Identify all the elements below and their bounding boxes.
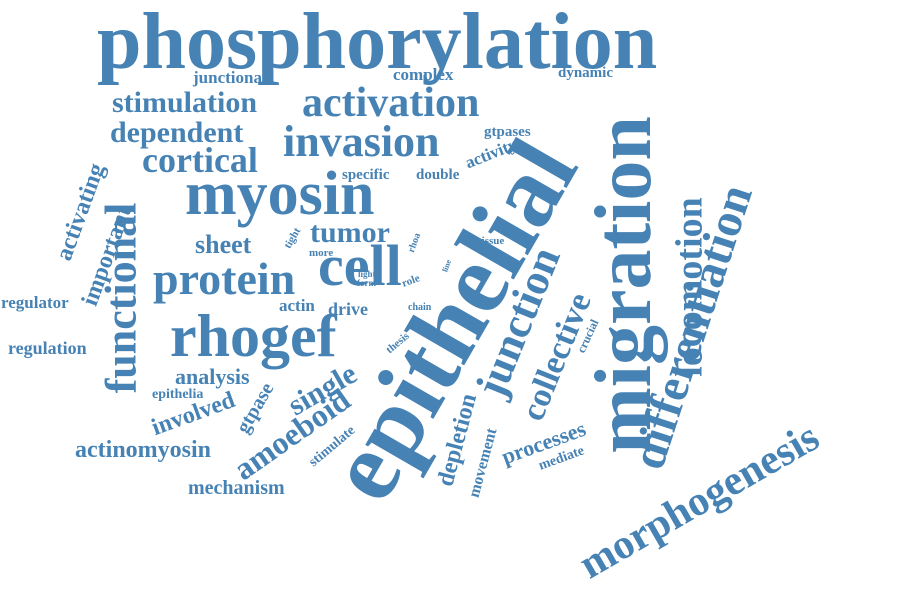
- word-gtpases: gtpases: [484, 124, 531, 140]
- word-cell: cell: [318, 233, 402, 298]
- word-tight: tight: [281, 225, 304, 251]
- word-junctional: junctional: [193, 68, 267, 87]
- word-chain: chain: [408, 302, 432, 313]
- word-locomotion: locomotion: [668, 197, 711, 377]
- word-analysis: analysis: [175, 364, 250, 389]
- word-regulation: regulation: [8, 338, 87, 358]
- word-rhogef: rhogef: [170, 303, 337, 369]
- word-actinomyosin: actinomyosin: [75, 437, 212, 463]
- word-complex: complex: [393, 65, 454, 84]
- word-phosphorylation: phosphorylation: [97, 0, 658, 86]
- word-rhoa: rhoa: [405, 231, 424, 255]
- word-invasion: invasion: [283, 117, 440, 166]
- word-regulator: regulator: [1, 293, 69, 312]
- word-myosin: myosin: [185, 160, 375, 228]
- word-epithelia: epithelia: [152, 387, 204, 402]
- word-stimulation: stimulation: [112, 86, 258, 119]
- word-tumor: tumor: [310, 216, 390, 249]
- word-form: form: [357, 278, 376, 288]
- word-dependent: dependent: [110, 116, 244, 149]
- word-movement: movement: [465, 426, 501, 500]
- word-sheet: sheet: [195, 230, 252, 259]
- word-protein: protein: [153, 253, 296, 304]
- word-mechanism: mechanism: [188, 477, 285, 499]
- word-cortical: cortical: [142, 140, 258, 180]
- word-specific: specific: [342, 167, 390, 183]
- word-tissue: tissue: [478, 235, 505, 247]
- word-dynamic: dynamic: [558, 65, 614, 81]
- word-more: more: [309, 247, 334, 259]
- word-activation: activation: [302, 80, 480, 126]
- word-light: light: [358, 269, 376, 279]
- word-drive: drive: [328, 299, 368, 319]
- word-actin: actin: [279, 296, 315, 315]
- word-double: double: [416, 167, 460, 183]
